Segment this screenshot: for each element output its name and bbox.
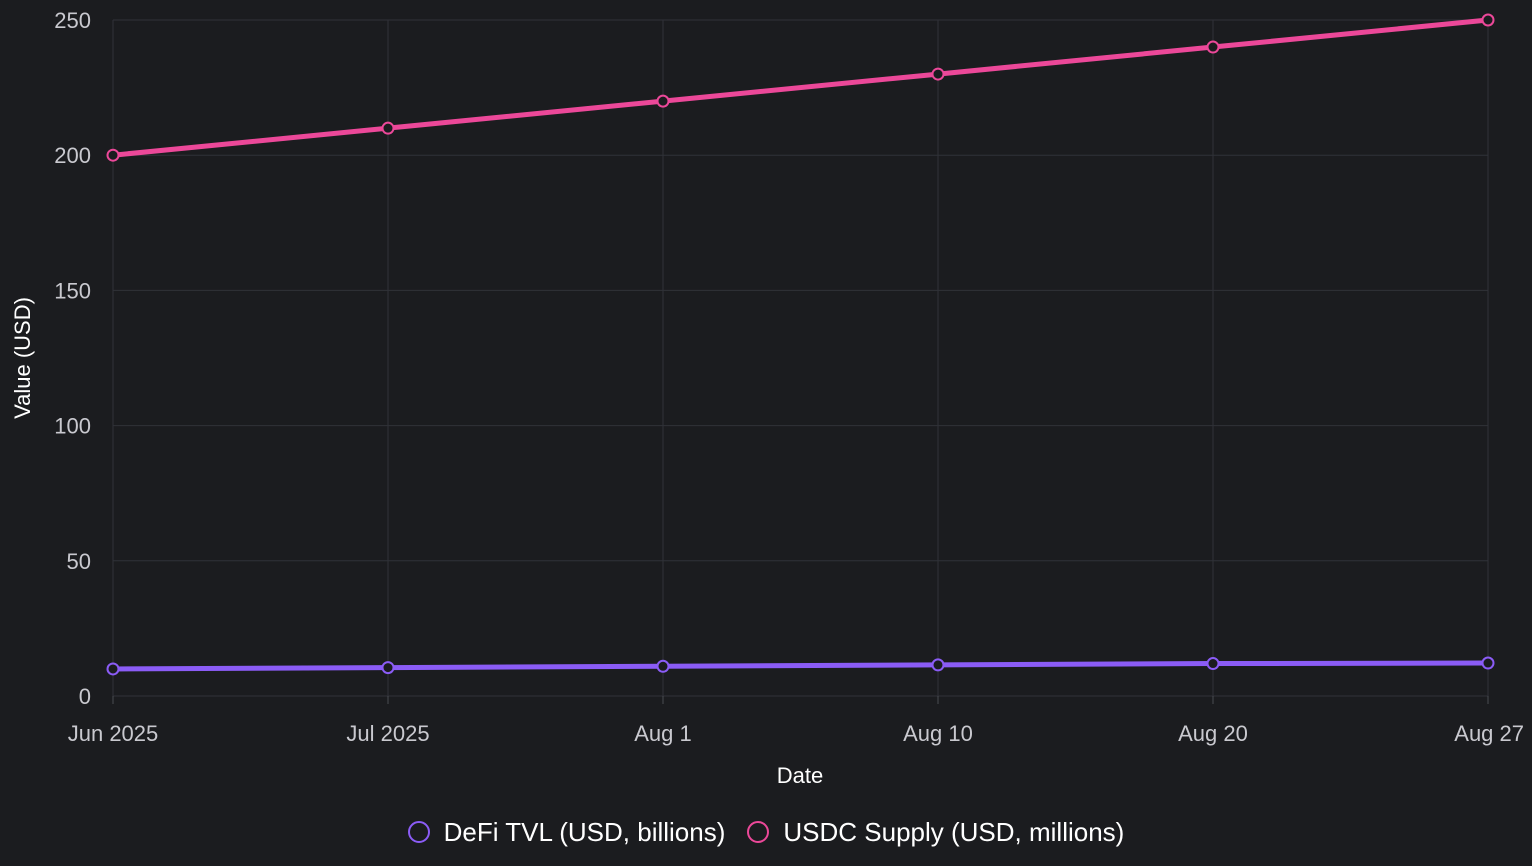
series-point-1: [931, 67, 945, 81]
legend-marker-usdc-supply-icon: [747, 821, 770, 843]
x-tick-label: Aug 20: [1178, 721, 1248, 746]
series-point-0: [381, 661, 395, 675]
legend-marker-defi-tvl-icon: [407, 821, 430, 843]
series-line-1: [110, 17, 1491, 158]
legend-item-defi-tvl[interactable]: DeFi TVL (USD, billions): [407, 812, 726, 852]
legend-label-defi-tvl: DeFi TVL (USD, billions): [443, 817, 726, 847]
legend-label-usdc-supply: USDC Supply (USD, millions): [783, 817, 1125, 847]
series-point-1: [656, 94, 670, 108]
legend-item-usdc-supply[interactable]: USDC Supply (USD, millions): [747, 812, 1124, 852]
x-tick-label: Aug 10: [903, 721, 973, 746]
series-point-0: [106, 662, 120, 676]
y-tick-label: 100: [54, 414, 91, 439]
y-tick-label: 0: [79, 684, 91, 709]
x-tick-label: Aug 27: [1454, 721, 1524, 746]
y-tick-label: 250: [54, 8, 91, 33]
series-point-1: [1481, 13, 1495, 27]
series-point-1: [1206, 40, 1220, 54]
y-tick-label: 50: [67, 549, 91, 574]
series-point-0: [931, 658, 945, 672]
y-axis-title: Value (USD): [10, 297, 35, 419]
series-point-1: [381, 121, 395, 135]
series-point-1: [106, 148, 120, 162]
series-point-0: [656, 659, 670, 673]
series-point-0: [1481, 656, 1495, 670]
x-axis-title: Date: [777, 763, 823, 788]
x-tick-label: Jul 2025: [346, 721, 429, 746]
legend: DeFi TVL (USD, billions) USDC Supply (US…: [0, 812, 1532, 852]
series-point-0: [1206, 657, 1220, 671]
y-tick-label: 200: [54, 143, 91, 168]
x-tick-label: Jun 2025: [68, 721, 159, 746]
y-tick-label: 150: [54, 278, 91, 303]
x-tick-label: Aug 1: [634, 721, 692, 746]
series-line-0: [110, 660, 1491, 672]
